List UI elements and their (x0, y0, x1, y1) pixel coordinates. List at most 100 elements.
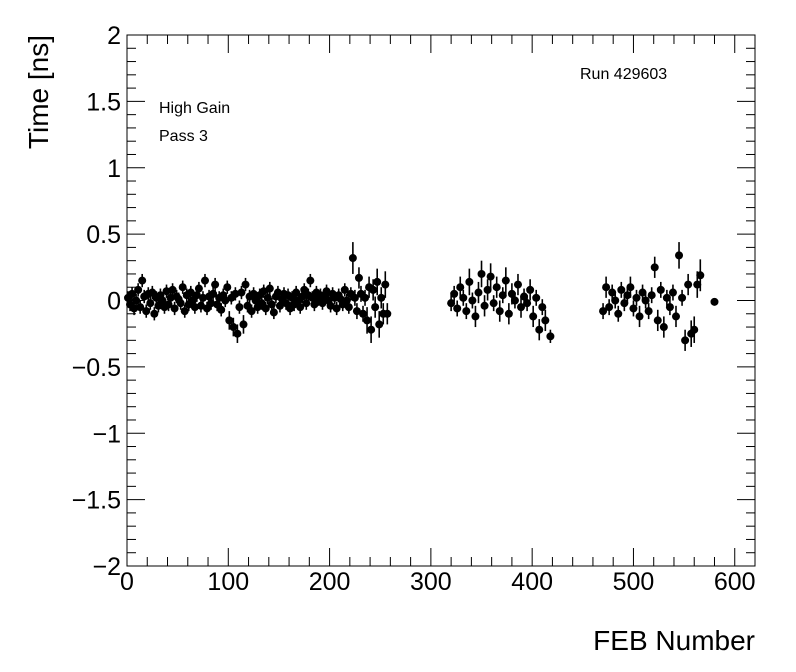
point-marker (474, 288, 483, 297)
data-point (468, 292, 477, 309)
x-tick-label: 300 (410, 568, 452, 596)
point-marker (142, 307, 151, 316)
data-point (684, 273, 693, 296)
point-marker (495, 307, 504, 316)
point-marker (369, 285, 378, 294)
point-marker (629, 304, 638, 313)
point-marker (489, 299, 498, 308)
point-marker (178, 283, 187, 292)
y-tick-label: 0 (107, 288, 121, 316)
point-marker (462, 307, 471, 316)
point-marker (261, 304, 270, 313)
point-marker (194, 284, 203, 293)
data-point (656, 281, 665, 298)
data-point (690, 316, 699, 343)
data-point (369, 279, 378, 301)
data-point (480, 295, 489, 317)
data-point (229, 317, 238, 337)
data-point (247, 304, 256, 318)
data-point (632, 289, 641, 306)
data-point (447, 295, 456, 312)
point-marker (322, 287, 331, 296)
data-point (459, 289, 468, 306)
data-point (352, 303, 361, 320)
point-marker (492, 283, 501, 292)
y-axis-title: Time [ns] (23, 35, 54, 149)
point-marker (209, 289, 218, 298)
data-point (322, 284, 331, 298)
data-point (710, 297, 719, 306)
point-marker (468, 296, 477, 305)
data-point (134, 283, 143, 297)
data-point (150, 307, 159, 321)
data-point (170, 301, 179, 316)
data-point (477, 260, 486, 288)
data-point (363, 307, 372, 334)
point-marker (190, 303, 199, 312)
data-point (495, 300, 504, 322)
data-point (306, 273, 315, 288)
data-point (332, 301, 341, 316)
data-point (326, 299, 335, 313)
data-point (504, 303, 513, 325)
data-point (375, 311, 384, 338)
data-point (450, 285, 459, 302)
point-marker (150, 309, 159, 318)
point-marker (296, 303, 305, 312)
point-marker (359, 309, 368, 318)
data-point (211, 277, 220, 292)
point-marker (626, 283, 635, 292)
point-marker (513, 280, 522, 289)
data-point (620, 295, 629, 312)
data-point (526, 279, 535, 301)
point-marker (517, 303, 526, 312)
point-marker (168, 285, 177, 294)
data-point (465, 268, 474, 296)
point-marker (263, 293, 272, 302)
point-marker (532, 293, 541, 302)
data-point (223, 280, 232, 294)
data-point (456, 276, 465, 298)
data-points (124, 242, 719, 351)
point-marker (659, 323, 668, 332)
data-point (647, 287, 656, 304)
point-marker (332, 304, 341, 313)
point-marker (529, 312, 538, 321)
point-marker (381, 280, 390, 289)
point-marker (348, 254, 357, 263)
point-marker (207, 299, 216, 308)
point-marker (538, 303, 547, 312)
point-marker (523, 299, 532, 308)
data-point (207, 296, 216, 310)
point-marker (644, 307, 653, 316)
point-marker (231, 289, 240, 298)
data-point (629, 300, 638, 317)
data-point (668, 284, 677, 301)
data-point (348, 242, 357, 274)
annotation-pass: Pass 3 (159, 128, 208, 145)
point-marker (259, 287, 268, 296)
data-point (373, 268, 382, 296)
point-marker (373, 277, 382, 286)
data-point (231, 287, 240, 301)
point-marker (344, 303, 353, 312)
data-point (510, 292, 519, 309)
data-point (209, 287, 218, 301)
data-point (538, 299, 547, 316)
data-point (354, 267, 363, 289)
data-point (535, 319, 544, 341)
point-marker (459, 293, 468, 302)
data-point (501, 267, 510, 294)
data-point (176, 296, 185, 310)
point-marker (599, 307, 608, 316)
data-point (371, 296, 380, 318)
data-point (383, 303, 392, 325)
point-marker (456, 283, 465, 292)
point-marker (217, 305, 226, 314)
point-marker (326, 301, 335, 310)
data-point (489, 295, 498, 312)
data-point (190, 300, 199, 314)
data-point (217, 303, 226, 317)
data-point (662, 289, 671, 306)
point-marker (138, 276, 147, 285)
